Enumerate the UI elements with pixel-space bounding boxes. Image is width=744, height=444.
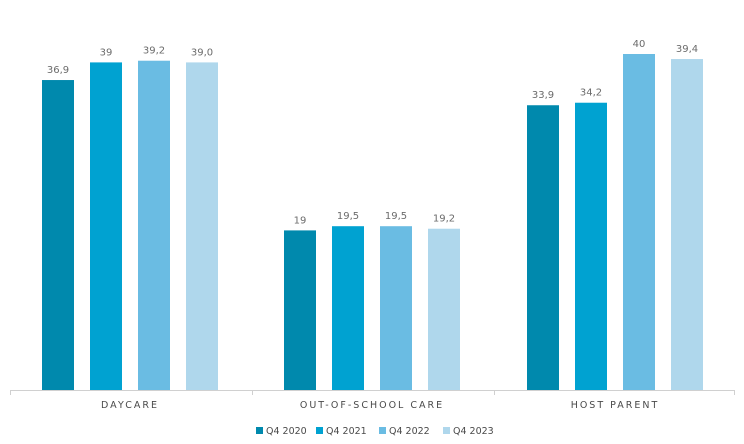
bar-2-2 — [623, 54, 655, 390]
bar-0-3 — [186, 62, 218, 391]
category-label-0: DAYCARE — [101, 400, 159, 411]
bar-0-0 — [42, 80, 74, 390]
legend-label-0: Q4 2020 — [266, 426, 307, 437]
value-label-2-1: 34,2 — [580, 88, 602, 99]
value-label-2-2: 40 — [633, 39, 646, 50]
legend: Q4 2020 Q4 2021 Q4 2022 Q4 2023 — [256, 426, 494, 437]
bar-2-3 — [671, 59, 703, 390]
bar-1-0 — [284, 230, 316, 390]
category-label-1: OUT-OF-SCHOOL CARE — [300, 400, 444, 411]
value-label-1-1: 19,5 — [337, 211, 359, 222]
bar-0-2 — [138, 60, 170, 390]
value-labels-layer: 36,9 39 39,2 39,0 19 19,5 19,5 19,2 33,9 34,2 40 39… — [47, 39, 698, 226]
legend-swatch-0 — [256, 427, 263, 434]
value-label-0-2: 39,2 — [143, 46, 165, 57]
value-label-0-0: 36,9 — [47, 65, 69, 76]
value-label-1-2: 19,5 — [385, 211, 407, 222]
legend-swatch-3 — [443, 427, 450, 434]
value-label-0-3: 39,0 — [191, 47, 213, 58]
legend-label-2: Q4 2022 — [389, 426, 430, 437]
x-axis-ticks — [10, 390, 735, 395]
bar-1-1 — [332, 226, 364, 390]
value-label-0-1: 39 — [100, 47, 113, 58]
bar-2-0 — [527, 105, 559, 391]
value-label-1-0: 19 — [294, 215, 307, 226]
category-labels-layer: DAYCARE OUT-OF-SCHOOL CARE HOST PARENT — [101, 400, 660, 411]
value-label-2-0: 33,9 — [532, 90, 554, 101]
bar-1-3 — [428, 228, 460, 390]
bar-1-2 — [380, 226, 412, 390]
legend-swatch-2 — [379, 427, 386, 434]
value-label-1-3: 19,2 — [433, 214, 455, 225]
bar-2-1 — [575, 102, 607, 390]
bars-layer — [42, 54, 703, 391]
legend-swatch-1 — [316, 427, 323, 434]
bar-0-1 — [90, 62, 122, 391]
category-label-2: HOST PARENT — [571, 400, 660, 411]
legend-label-3: Q4 2023 — [453, 426, 494, 437]
legend-label-1: Q4 2021 — [326, 426, 367, 437]
value-label-2-3: 39,4 — [676, 44, 698, 55]
